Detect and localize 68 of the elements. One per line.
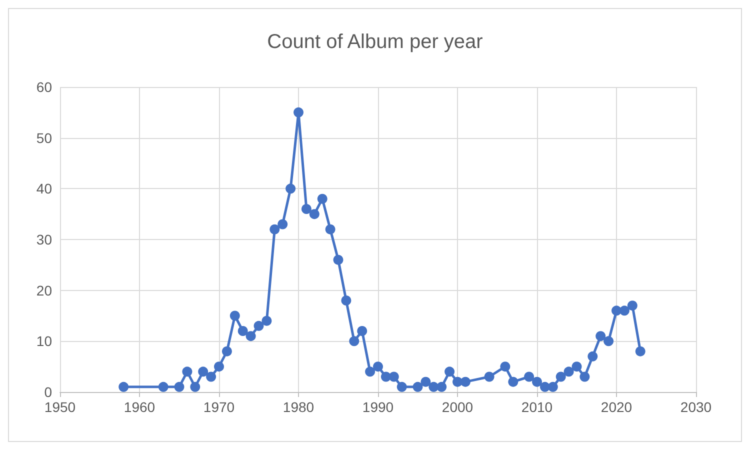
point: [556, 372, 566, 382]
point: [254, 320, 264, 331]
point: [182, 366, 192, 377]
x-tick-label: 1990: [362, 399, 394, 415]
point: [588, 351, 598, 362]
point: [564, 366, 574, 377]
point: [325, 224, 336, 234]
point: [262, 316, 272, 326]
point: [190, 382, 200, 392]
chart-title: Count of Album per year: [267, 31, 484, 53]
y-tick-label: 60: [36, 79, 52, 95]
y-tick-label: 30: [36, 232, 52, 248]
point: [278, 219, 288, 230]
point: [627, 300, 638, 311]
x-tick-label: 1980: [282, 399, 314, 415]
point: [524, 372, 534, 382]
point: [214, 362, 224, 372]
x-tick-label: 1950: [44, 399, 76, 415]
point: [301, 204, 312, 214]
point: [500, 362, 510, 372]
point: [412, 382, 423, 392]
x-tick-label: 2000: [442, 399, 474, 415]
point: [484, 372, 494, 382]
point: [635, 346, 646, 356]
point: [357, 326, 368, 336]
point: [270, 224, 280, 234]
point: [365, 366, 376, 377]
point: [174, 382, 184, 392]
y-tick-label: 50: [36, 130, 52, 146]
point: [206, 372, 216, 382]
y-tick-label: 10: [36, 333, 52, 350]
point: [580, 372, 590, 382]
y-tick-label: 20: [36, 282, 52, 298]
point: [333, 254, 344, 265]
point: [396, 382, 407, 392]
point: [286, 184, 296, 194]
point: [388, 372, 399, 382]
x-tick-label: 1960: [124, 399, 156, 415]
point: [373, 362, 383, 372]
point: [246, 331, 256, 342]
point: [596, 331, 606, 342]
point: [548, 382, 558, 392]
point: [619, 306, 630, 316]
x-tick-label: 2010: [521, 399, 553, 415]
point: [317, 194, 328, 204]
point: [349, 336, 360, 346]
point: [460, 376, 470, 387]
x-tick-label: 2020: [600, 399, 632, 415]
y-tick-label: 0: [44, 384, 52, 400]
point: [230, 310, 240, 321]
point: [118, 382, 129, 392]
point: [532, 376, 542, 387]
y-tick-label: 40: [36, 180, 52, 197]
point: [420, 376, 431, 387]
point: [508, 376, 518, 387]
point: [294, 107, 304, 118]
point: [238, 326, 248, 336]
x-tick-label: 1970: [203, 399, 235, 415]
point: [222, 346, 232, 356]
point: [341, 296, 352, 306]
point: [572, 362, 582, 372]
point: [436, 382, 447, 392]
point: [444, 366, 455, 377]
x-tick-label: 2030: [680, 399, 712, 415]
point: [158, 382, 168, 392]
point: [604, 336, 614, 346]
point: [198, 366, 208, 377]
point: [309, 209, 320, 220]
